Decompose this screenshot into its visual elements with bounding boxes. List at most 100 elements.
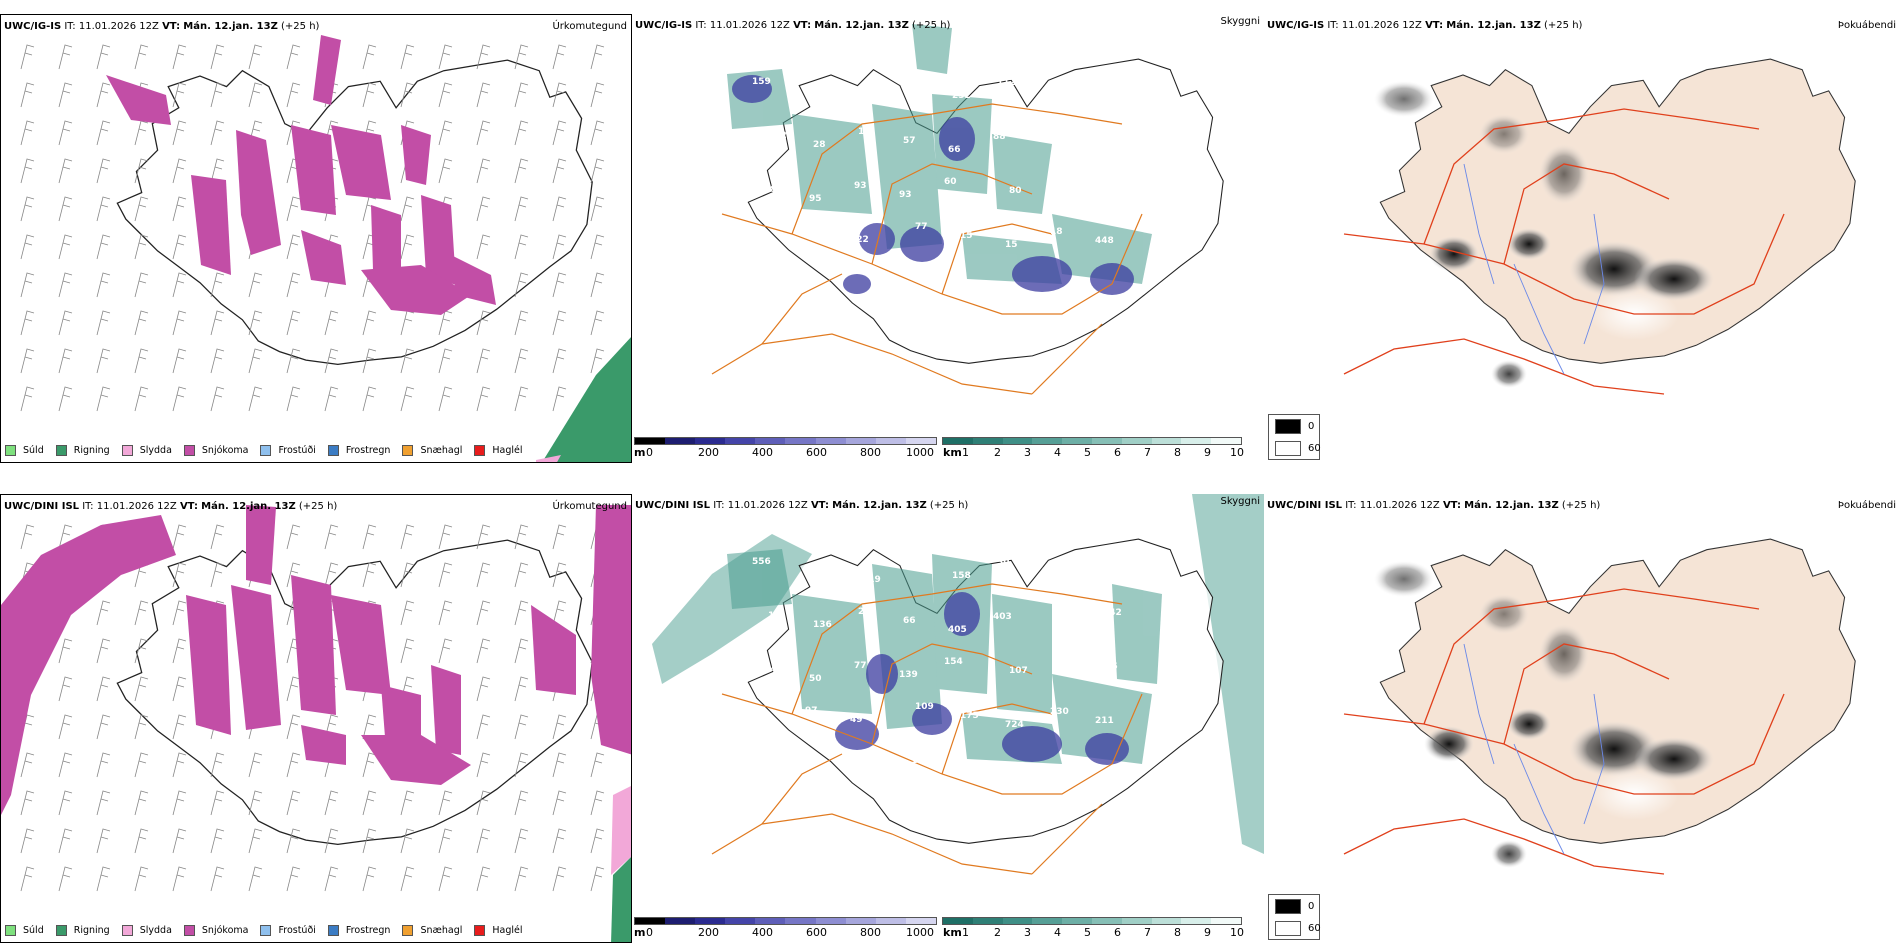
- wind-barb: [172, 524, 187, 550]
- wind-barb: [362, 310, 377, 336]
- vt-label: VT:: [793, 20, 812, 31]
- wind-barb: [400, 828, 415, 854]
- model-name: UWC/IG-IS: [635, 20, 693, 31]
- wind-barb: [590, 790, 605, 816]
- sleet-area: [611, 786, 631, 875]
- legend-label: Haglél: [492, 445, 523, 456]
- wind-barb: [20, 158, 35, 184]
- vt-value: Mán. 12.jan. 13Z: [832, 500, 927, 511]
- wind-barb: [514, 752, 529, 778]
- wind-barb: [552, 524, 567, 550]
- legend-item: Snjókoma: [183, 445, 248, 456]
- wind-barb: [58, 828, 73, 854]
- wind-barb: [172, 866, 187, 892]
- wind-barb: [96, 120, 111, 146]
- vt-label: VT:: [810, 500, 829, 511]
- wind-barb: [96, 790, 111, 816]
- ceiling-value-label: 66: [903, 616, 916, 626]
- wind-barb: [20, 272, 35, 298]
- wind-barb: [20, 234, 35, 260]
- wind-barb: [286, 234, 301, 260]
- ceiling-panel-row2: 556 167 319 286 158 50 267 108 14 136 221 66 405 403 1…: [632, 494, 1264, 943]
- ceiling-value-label: 349: [764, 665, 783, 675]
- wind-barb: [476, 676, 491, 702]
- legend-swatch: [474, 445, 486, 456]
- ceiling-value-label: 136: [813, 620, 832, 630]
- wind-barb: [590, 310, 605, 336]
- km-tick: 6: [1114, 926, 1121, 939]
- wind-barb: [96, 234, 111, 260]
- panel-title: Úrkomutegund: [552, 501, 627, 512]
- wind-barb: [172, 790, 187, 816]
- km-tick: 4: [1054, 926, 1061, 939]
- legend-item: Frostregn: [327, 925, 390, 936]
- wind-barb: [134, 828, 149, 854]
- wind-barb: [476, 866, 491, 892]
- wind-barb: [438, 524, 453, 550]
- ceiling-value-label: 57: [903, 136, 916, 146]
- wind-barb: [438, 386, 453, 412]
- wind-barb: [552, 600, 567, 626]
- legend-swatch: [327, 445, 339, 456]
- wind-barb: [324, 828, 339, 854]
- wind-barb: [172, 196, 187, 222]
- wind-barb: [514, 676, 529, 702]
- legend-swatch: [474, 925, 486, 936]
- wind-barb: [58, 234, 73, 260]
- wind-barb: [20, 752, 35, 778]
- vt-label: VT:: [179, 501, 198, 512]
- legend-swatch: [121, 925, 133, 936]
- wind-barb: [134, 272, 149, 298]
- wind-barb: [248, 82, 263, 108]
- wind-barb: [552, 562, 567, 588]
- km-tick: 7: [1144, 446, 1151, 459]
- legend-swatch: [55, 445, 67, 456]
- wind-barb: [58, 272, 73, 298]
- wind-barb: [286, 562, 301, 588]
- header-row2-ceiling: UWC/DINI ISL IT: 11.01.2026 12Z VT: Mán.…: [635, 500, 968, 511]
- wind-barb: [286, 866, 301, 892]
- ceiling-value-label: 80: [1009, 186, 1022, 196]
- wind-barb: [324, 524, 339, 550]
- wind-barb: [134, 386, 149, 412]
- legend-swatch: [121, 445, 133, 456]
- m-unit: m: [634, 926, 646, 939]
- ceiling-value-label: 230: [1050, 707, 1069, 717]
- wind-barb: [514, 828, 529, 854]
- ceiling-value-label: 146: [1099, 182, 1118, 192]
- wind-barb: [210, 158, 225, 184]
- wind-barb: [248, 866, 263, 892]
- km-scale-bar: [942, 437, 1242, 445]
- ceiling-value-label: 167: [817, 566, 836, 576]
- ceiling-value-label: 15: [960, 231, 973, 241]
- lead-time: (+25 h): [1544, 20, 1583, 31]
- vt-value: Mán. 12.jan. 13Z: [183, 21, 278, 32]
- ceiling-value-label: 81: [760, 239, 773, 249]
- wind-barb: [400, 234, 415, 260]
- m-tick: 1000: [906, 446, 934, 459]
- wind-barb: [58, 386, 73, 412]
- fog-panel-row1: UWC/IG-IS IT: 11.01.2026 12Z VT: Mán. 12…: [1264, 14, 1900, 463]
- wind-barb: [248, 44, 263, 70]
- ceiling-value-label: 15: [1005, 240, 1018, 250]
- legend-item: Slydda: [121, 925, 172, 936]
- ceiling-value-label: 60: [944, 177, 957, 187]
- ceiling-value-label: 36: [1054, 653, 1067, 663]
- wind-barb: [476, 828, 491, 854]
- wind-barb: [324, 310, 339, 336]
- km-tick: 9: [1204, 926, 1211, 939]
- ceiling-value-label: 176: [817, 86, 836, 96]
- wind-barb: [400, 524, 415, 550]
- wind-barb: [438, 562, 453, 588]
- wind-barb: [134, 348, 149, 374]
- wind-barb: [552, 310, 567, 336]
- wind-barb: [476, 752, 491, 778]
- km-tick: 2: [994, 926, 1001, 939]
- wind-barb: [58, 866, 73, 892]
- it-value: 11.01.2026 12Z: [1359, 500, 1440, 511]
- wind-barb: [552, 386, 567, 412]
- panel-title: Þokuábendi: [1837, 20, 1896, 31]
- legend-label: Rigning: [73, 445, 110, 456]
- wind-barb: [400, 562, 415, 588]
- fog-map-row2: [1343, 538, 1856, 875]
